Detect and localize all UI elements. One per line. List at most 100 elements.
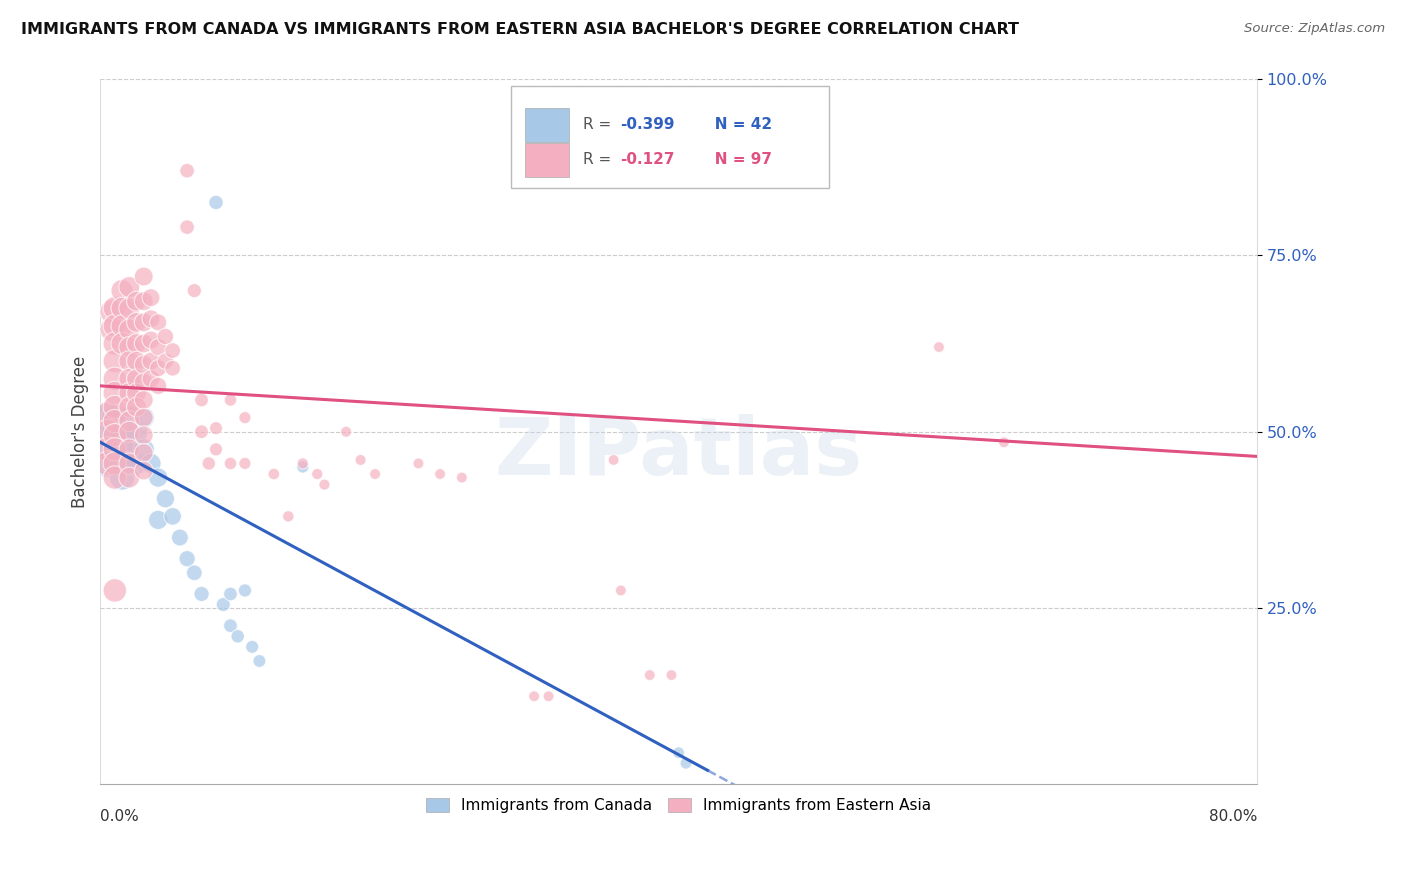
Point [219,392,242,407]
Text: N = 42: N = 42 [700,118,773,132]
Point [104,457,127,471]
Point [162,361,184,376]
Point [307,467,329,481]
FancyBboxPatch shape [524,143,569,177]
Point [205,195,228,210]
Point [97,425,120,439]
Point [176,220,198,235]
Text: 0.0%: 0.0% [100,809,139,824]
Point [928,340,950,354]
FancyBboxPatch shape [510,86,830,188]
Point [125,425,148,439]
Point [104,457,127,471]
Point [132,336,155,351]
Point [190,587,212,601]
FancyBboxPatch shape [524,108,569,142]
Point [132,358,155,372]
Text: N = 97: N = 97 [700,153,772,167]
Point [132,315,155,329]
Point [155,354,177,368]
Point [118,470,141,484]
Point [132,463,155,477]
Text: Source: ZipAtlas.com: Source: ZipAtlas.com [1244,22,1385,36]
Point [118,385,141,400]
Point [118,414,141,428]
Point [101,425,124,439]
Point [183,284,205,298]
Point [104,410,127,425]
Point [132,294,155,309]
Point [101,442,124,457]
Point [118,322,141,336]
Point [125,354,148,368]
Text: IMMIGRANTS FROM CANADA VS IMMIGRANTS FROM EASTERN ASIA BACHELOR'S DEGREE CORRELA: IMMIGRANTS FROM CANADA VS IMMIGRANTS FRO… [21,22,1019,37]
Point [104,428,127,442]
Point [111,425,134,439]
Point [162,343,184,358]
Point [118,400,141,414]
Point [148,470,170,484]
Point [104,336,127,351]
Point [668,746,690,760]
Point [118,457,141,471]
Point [97,428,120,442]
Point [118,340,141,354]
Point [139,311,162,326]
Point [314,477,336,491]
Point [263,467,285,481]
Point [277,509,299,524]
Point [111,318,134,333]
Point [104,425,127,439]
Point [118,442,141,457]
Point [408,457,430,471]
Point [602,453,624,467]
Point [148,361,170,376]
Point [132,428,155,442]
Point [125,372,148,386]
Point [132,376,155,390]
Point [125,294,148,309]
Y-axis label: Bachelor's Degree: Bachelor's Degree [72,356,89,508]
Point [349,453,371,467]
Point [97,457,120,471]
Point [205,442,228,457]
Text: R =: R = [582,153,616,167]
Point [148,340,170,354]
Point [118,410,141,425]
Point [219,618,242,632]
Point [111,442,134,457]
Text: 80.0%: 80.0% [1209,809,1257,824]
Point [148,379,170,393]
Point [118,442,141,457]
Point [523,690,546,704]
Point [104,470,127,484]
Point [118,372,141,386]
Point [118,280,141,294]
Text: -0.127: -0.127 [620,153,675,167]
Point [132,392,155,407]
Point [139,291,162,305]
Point [675,756,697,771]
Point [111,301,134,316]
Point [537,690,560,704]
Point [104,442,127,457]
Point [169,531,191,545]
Point [247,654,270,668]
Point [233,410,256,425]
Point [118,425,141,439]
Point [118,354,141,368]
Point [197,457,219,471]
Point [111,336,134,351]
Point [104,400,127,414]
Point [101,305,124,319]
Point [364,467,387,481]
Point [125,315,148,329]
Point [104,372,127,386]
Point [104,385,127,400]
Point [97,446,120,460]
Point [125,400,148,414]
Point [104,414,127,428]
Point [111,470,134,484]
Point [190,425,212,439]
Point [132,442,155,457]
